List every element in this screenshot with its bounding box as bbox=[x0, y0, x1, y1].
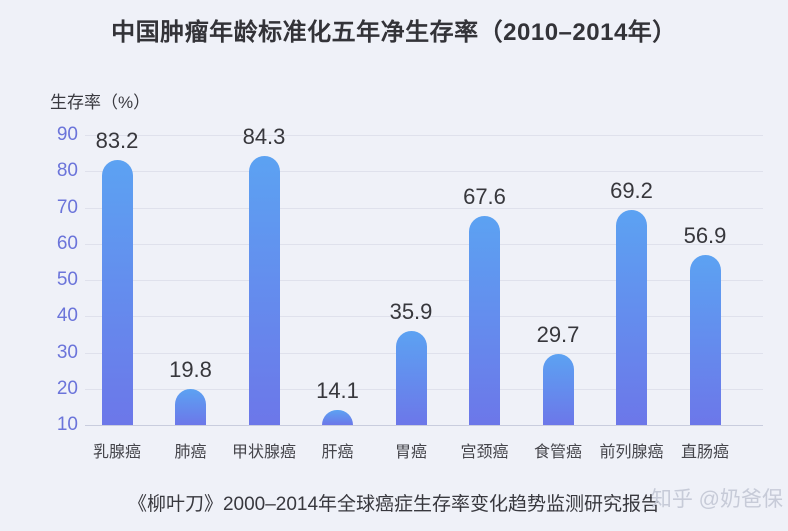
grid-line bbox=[85, 207, 763, 209]
bar-value-label: 69.2 bbox=[610, 178, 653, 204]
bar bbox=[322, 410, 353, 425]
category-label: 宫颈癌 bbox=[460, 444, 509, 461]
grid-line bbox=[85, 316, 763, 318]
grid-line bbox=[85, 425, 763, 426]
category-label: 食管癌 bbox=[533, 444, 582, 461]
bar-value-label: 56.9 bbox=[683, 222, 727, 248]
bar-value-label: 35.9 bbox=[389, 299, 433, 325]
grid-line bbox=[85, 171, 763, 173]
bar bbox=[616, 210, 647, 425]
bar-value-label: 83.2 bbox=[95, 127, 139, 153]
y-tick-label: 50 bbox=[56, 269, 78, 290]
bar bbox=[689, 254, 721, 425]
y-tick-label: 80 bbox=[56, 160, 78, 182]
category-label: 肺癌 bbox=[174, 444, 207, 461]
watermark: 知乎 @奶爸保 bbox=[650, 488, 783, 511]
grid-line bbox=[85, 243, 763, 245]
bar bbox=[175, 389, 206, 425]
bar-value-label: 14.1 bbox=[316, 378, 359, 404]
chart-title: 中国肿瘤年龄标准化五年净生存率（2010–2014年） bbox=[111, 19, 677, 46]
grid-line bbox=[85, 280, 763, 281]
bar-value-label: 84.3 bbox=[242, 123, 286, 149]
bar bbox=[101, 159, 133, 425]
category-label: 乳腺癌 bbox=[92, 444, 141, 461]
category-label: 肝癌 bbox=[321, 444, 354, 461]
grid-line bbox=[85, 135, 763, 136]
bar-value-label: 29.7 bbox=[536, 321, 580, 347]
bar-value-label: 19.8 bbox=[169, 357, 212, 383]
category-label: 前列腺癌 bbox=[599, 444, 664, 461]
y-tick-label: 10 bbox=[56, 414, 78, 435]
bar bbox=[469, 216, 500, 425]
y-tick-label: 70 bbox=[56, 196, 78, 218]
bar-value-label: 67.6 bbox=[463, 184, 506, 210]
y-axis-label: 生存率（%） bbox=[50, 93, 151, 112]
category-label: 胃癌 bbox=[394, 444, 427, 461]
category-label: 直肠癌 bbox=[680, 444, 729, 461]
bar bbox=[542, 353, 574, 425]
y-tick-label: 30 bbox=[56, 341, 78, 363]
y-tick-label: 40 bbox=[56, 305, 78, 327]
source-note: 《柳叶刀》2000–2014年全球癌症生存率变化趋势监测研究报告 bbox=[127, 494, 661, 515]
y-tick-label: 90 bbox=[56, 124, 78, 145]
y-tick-label: 20 bbox=[56, 377, 78, 399]
y-tick-label: 60 bbox=[56, 232, 78, 254]
category-label: 甲状腺癌 bbox=[231, 444, 296, 461]
bar bbox=[395, 331, 427, 425]
bar bbox=[248, 155, 280, 425]
